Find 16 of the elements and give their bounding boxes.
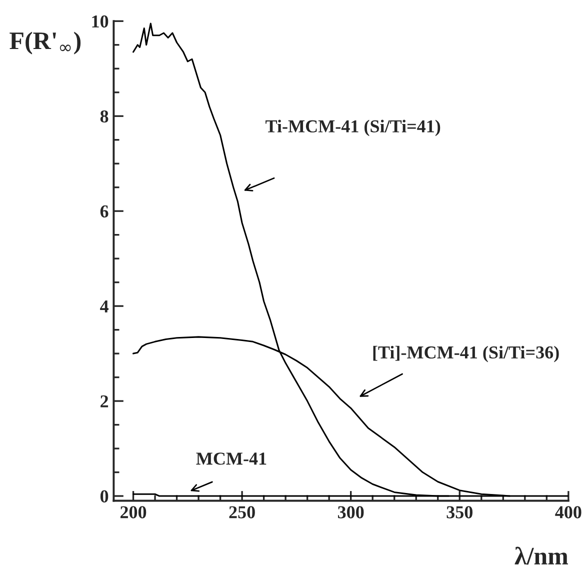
x-tick-label: 300 [338, 506, 364, 518]
annotation: MCM-41 [196, 452, 266, 465]
y-tick-label: 2 [100, 395, 108, 408]
annotation: Ti-MCM-41 (Si/Ti=41) [266, 120, 440, 136]
y-axis-title: F(R'$_{∞}$) [10, 32, 81, 54]
y-tick-label: 0 [100, 490, 108, 502]
y-tick-label: 8 [100, 110, 108, 123]
x-tick-label: 250 [229, 506, 255, 518]
y-tick-label: 6 [100, 205, 108, 218]
x-tick-label: 350 [446, 506, 472, 518]
x-tick-label: 200 [120, 506, 146, 518]
y-tick-label: 10 [92, 15, 108, 28]
y-tick-label: 4 [100, 300, 108, 312]
annotation: [Ti]-MCM-41 (Si/Ti=36) [373, 346, 559, 362]
x-axis-title: λ/nm [514, 546, 568, 565]
x-tick-label: 400 [555, 506, 582, 518]
